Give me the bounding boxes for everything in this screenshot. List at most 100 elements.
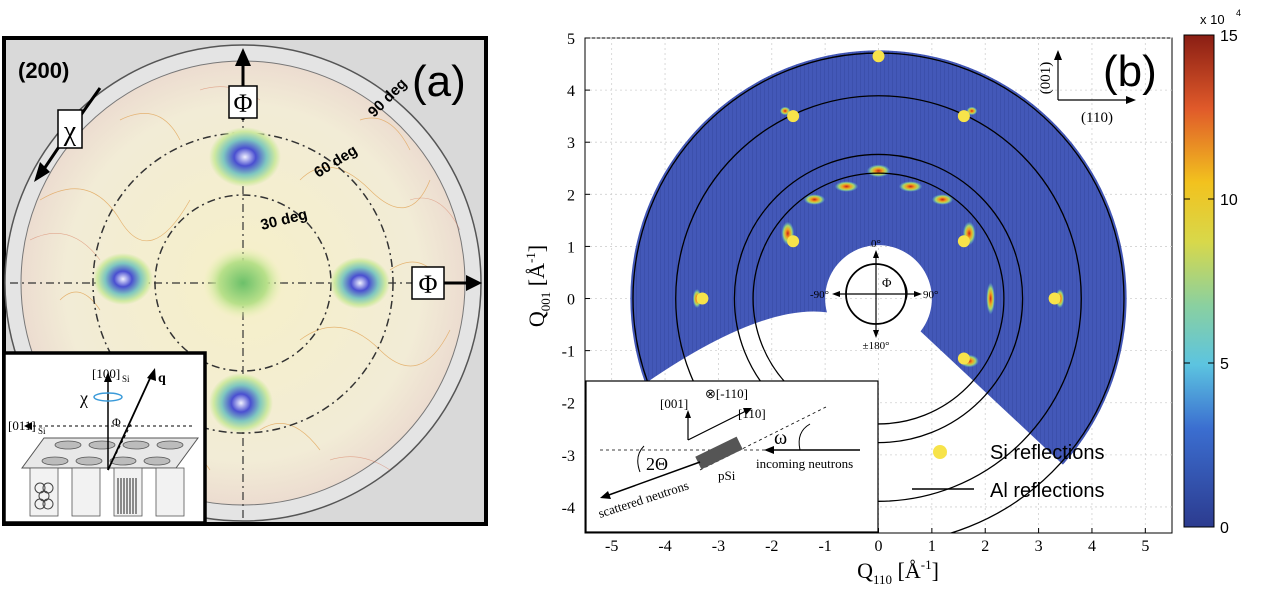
y-tick-label: 5 bbox=[567, 31, 575, 48]
dial-top: 0° bbox=[871, 238, 881, 250]
inset-sub-011: Si bbox=[38, 426, 46, 436]
psi-sample bbox=[695, 436, 743, 470]
inset-chi: χ bbox=[79, 388, 88, 408]
inset-sub-100: Si bbox=[122, 374, 130, 384]
colorbar-tick-label: 0 bbox=[1220, 520, 1229, 537]
center-peak bbox=[203, 247, 283, 319]
x-tick-label: 0 bbox=[875, 538, 883, 555]
y-tick-label: -4 bbox=[562, 500, 575, 517]
dial-right: 90° bbox=[923, 289, 938, 301]
panel-a-label: (a) bbox=[412, 57, 466, 106]
inset-sample-label: pSi bbox=[718, 468, 736, 483]
pole-figure: (200) (a) Φ Φ χ 30 deg 60 deg 90 deg bbox=[2, 36, 488, 526]
x-tick-label: 1 bbox=[928, 538, 936, 555]
si-reflection-point bbox=[1048, 292, 1061, 305]
y-tick-label: -2 bbox=[562, 396, 575, 413]
reflection-label: (200) bbox=[18, 58, 69, 83]
y-tick-label: 1 bbox=[567, 239, 575, 256]
panel-b: -5 -4 -3 -2 -1 0 1 2 3 4 5 -4 -3 -2 -1 0 1 2 3 4 5 Q110 [Å-… bbox=[510, 0, 1262, 591]
si-reflection-point bbox=[696, 292, 709, 305]
si-reflection-point bbox=[787, 235, 800, 248]
intensity-peak bbox=[834, 181, 859, 192]
phi-up-arrowhead bbox=[235, 48, 251, 66]
si-reflection-point bbox=[957, 352, 970, 365]
colorbar-ticks: 0 5 10 15 bbox=[1184, 28, 1238, 537]
panel-a-inset: [100] Si [011] Si q χ Φ bbox=[2, 351, 207, 525]
measured-region bbox=[630, 50, 1127, 465]
y-tick-label: 3 bbox=[567, 135, 575, 152]
x-tick-label: -4 bbox=[658, 538, 671, 555]
si-reflection-point bbox=[957, 110, 970, 123]
pole-bottom bbox=[209, 373, 273, 433]
x-tick-label: 3 bbox=[1035, 538, 1043, 555]
colorbar: x 10 4 0 5 10 15 bbox=[1183, 8, 1241, 537]
x-tick-label: -2 bbox=[765, 538, 778, 555]
pore-stripes bbox=[117, 478, 137, 514]
inset-label-011: [011] bbox=[8, 418, 36, 433]
intensity-peak bbox=[986, 282, 995, 315]
panel-a: (200) (a) Φ Φ χ 30 deg 60 deg 90 deg bbox=[0, 0, 500, 540]
x-tick-label: -3 bbox=[712, 538, 725, 555]
x-tick-label: -1 bbox=[818, 538, 831, 555]
inset-q-label: q bbox=[158, 371, 166, 386]
pore-cylinders bbox=[29, 467, 185, 517]
pole-left bbox=[93, 253, 153, 305]
intensity-peak bbox=[966, 106, 978, 116]
y-tick-label: 4 bbox=[567, 83, 575, 100]
chi-arrowhead bbox=[34, 162, 50, 182]
colorbar-gradient bbox=[1183, 34, 1215, 528]
phi-dial: 0° -90° 90° ±180° Φ bbox=[810, 238, 938, 352]
x-tick-label: 2 bbox=[981, 538, 989, 555]
q-space-chart: -5 -4 -3 -2 -1 0 1 2 3 4 5 -4 -3 -2 -1 0 1 2 3 4 5 Q110 [Å-… bbox=[523, 8, 1241, 587]
pore-knots bbox=[34, 482, 54, 510]
legend-al-label: Al reflections bbox=[990, 480, 1105, 502]
x-axis-label: Q110 [Å-1] bbox=[857, 557, 939, 587]
colorbar-multiplier: x 10 bbox=[1200, 12, 1225, 27]
intensity-peak bbox=[779, 106, 791, 116]
dial-left: -90° bbox=[810, 289, 829, 301]
y-tick-label: 2 bbox=[567, 187, 575, 204]
si-reflection-points bbox=[696, 50, 1061, 365]
y-tick-label: -3 bbox=[562, 448, 575, 465]
inset-incoming: incoming neutrons bbox=[756, 456, 853, 471]
intensity-peak bbox=[898, 181, 923, 192]
legend-si-label: Si reflections bbox=[990, 442, 1105, 464]
phi-right-symbol: Φ bbox=[418, 270, 437, 299]
x-tick-label: -5 bbox=[605, 538, 618, 555]
chi-box bbox=[57, 109, 83, 149]
x-tick-label: 5 bbox=[1141, 538, 1149, 555]
inset-two-theta: 2Θ bbox=[646, 454, 668, 474]
orientation-110: (110) bbox=[1081, 110, 1113, 126]
intensity-peak bbox=[866, 164, 891, 178]
inset-phi: Φ bbox=[112, 415, 121, 429]
q-vector bbox=[107, 373, 153, 471]
intensity-peak bbox=[931, 194, 954, 205]
y-tick-label: -1 bbox=[562, 344, 575, 361]
phi-right-arrowhead bbox=[466, 275, 482, 291]
colorbar-tick-label: 5 bbox=[1220, 356, 1229, 373]
y-tick-label: 0 bbox=[567, 292, 575, 309]
x-tick-label: 4 bbox=[1088, 538, 1096, 555]
inset-dir-m110: ⊗[-110] bbox=[705, 386, 748, 401]
pole-top bbox=[209, 127, 281, 187]
intensity-peak bbox=[803, 194, 826, 205]
phi-top-box bbox=[228, 85, 258, 119]
colorbar-tick-label: 15 bbox=[1220, 28, 1238, 45]
si-reflection-point bbox=[872, 50, 885, 63]
chi-rotation-ellipse bbox=[93, 392, 123, 402]
inset-dir-001: [001] bbox=[660, 396, 688, 411]
chi-symbol: χ bbox=[63, 116, 77, 147]
colorbar-exponent: 4 bbox=[1236, 8, 1241, 18]
inset-dir-110: [110] bbox=[738, 406, 766, 421]
legend: Si reflections Al reflections bbox=[912, 442, 1105, 502]
si-reflection-point bbox=[957, 235, 970, 248]
dial-phi: Φ bbox=[882, 275, 892, 290]
orientation-001: (001) bbox=[1038, 62, 1054, 95]
dial-bottom: ±180° bbox=[863, 340, 890, 352]
si-reflection-point bbox=[787, 110, 800, 123]
pole-right bbox=[330, 257, 390, 309]
orientation-axes: (001) (110) bbox=[1038, 50, 1136, 126]
inset-omega: ω bbox=[774, 427, 787, 449]
y-tick-labels: -4 -3 -2 -1 0 1 2 3 4 5 bbox=[562, 31, 590, 517]
phi-top-symbol: Φ bbox=[233, 89, 252, 118]
